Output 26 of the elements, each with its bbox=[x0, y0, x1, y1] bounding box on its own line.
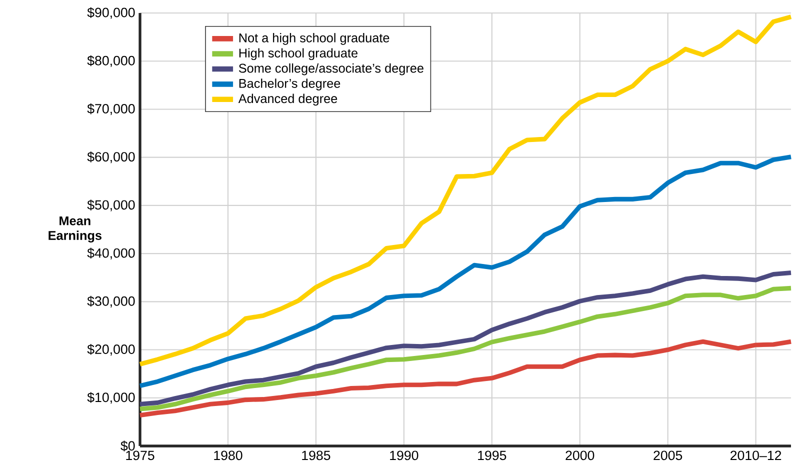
y-tick-label: $40,000 bbox=[87, 248, 135, 260]
x-tick-label: 1985 bbox=[302, 450, 330, 460]
x-tick-label: 1995 bbox=[478, 450, 506, 460]
y-tick-label: $50,000 bbox=[87, 200, 135, 212]
legend-label: High school graduate bbox=[239, 48, 358, 60]
y-tick-label: $30,000 bbox=[87, 296, 135, 308]
x-tick-label: 1975 bbox=[126, 450, 154, 460]
y-tick-label: $20,000 bbox=[87, 344, 135, 356]
y-tick-label: $90,000 bbox=[87, 7, 135, 19]
line-series bbox=[138, 14, 794, 366]
line-series bbox=[138, 154, 794, 388]
x-tick-label: 2005 bbox=[654, 450, 682, 460]
legend-label: Bachelor’s degree bbox=[239, 78, 340, 90]
x-tick-label: 2010–12 bbox=[730, 450, 782, 460]
x-tick-label: 2000 bbox=[566, 450, 594, 460]
legend-label: Advanced degree bbox=[238, 94, 338, 106]
x-tick-label: 1990 bbox=[390, 450, 418, 460]
legend-label: Some college/associate’s degree bbox=[238, 63, 424, 76]
y-tick-label: $10,000 bbox=[87, 392, 135, 404]
y-tick-label: $0 bbox=[120, 440, 135, 452]
y-tick-label: $80,000 bbox=[87, 55, 135, 67]
x-tick-label: 1980 bbox=[214, 450, 242, 460]
y-axis-title: Mean Earnings bbox=[48, 216, 102, 243]
y-tick-label: $60,000 bbox=[87, 152, 135, 164]
y-tick-label: $70,000 bbox=[87, 103, 135, 116]
legend-label: Not a high school graduate bbox=[239, 33, 390, 45]
